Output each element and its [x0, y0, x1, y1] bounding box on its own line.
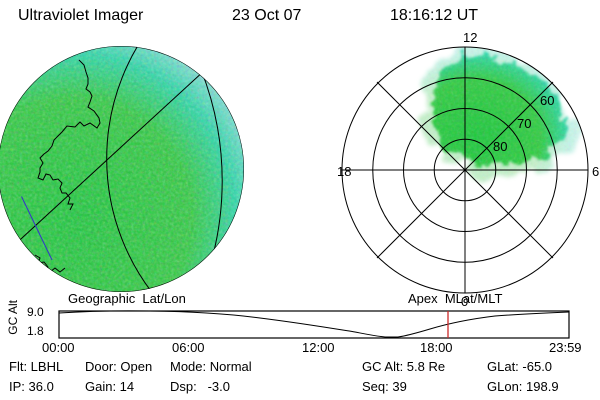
svg-text:9.0: 9.0: [27, 305, 44, 319]
svg-text:1.8: 1.8: [27, 324, 44, 338]
